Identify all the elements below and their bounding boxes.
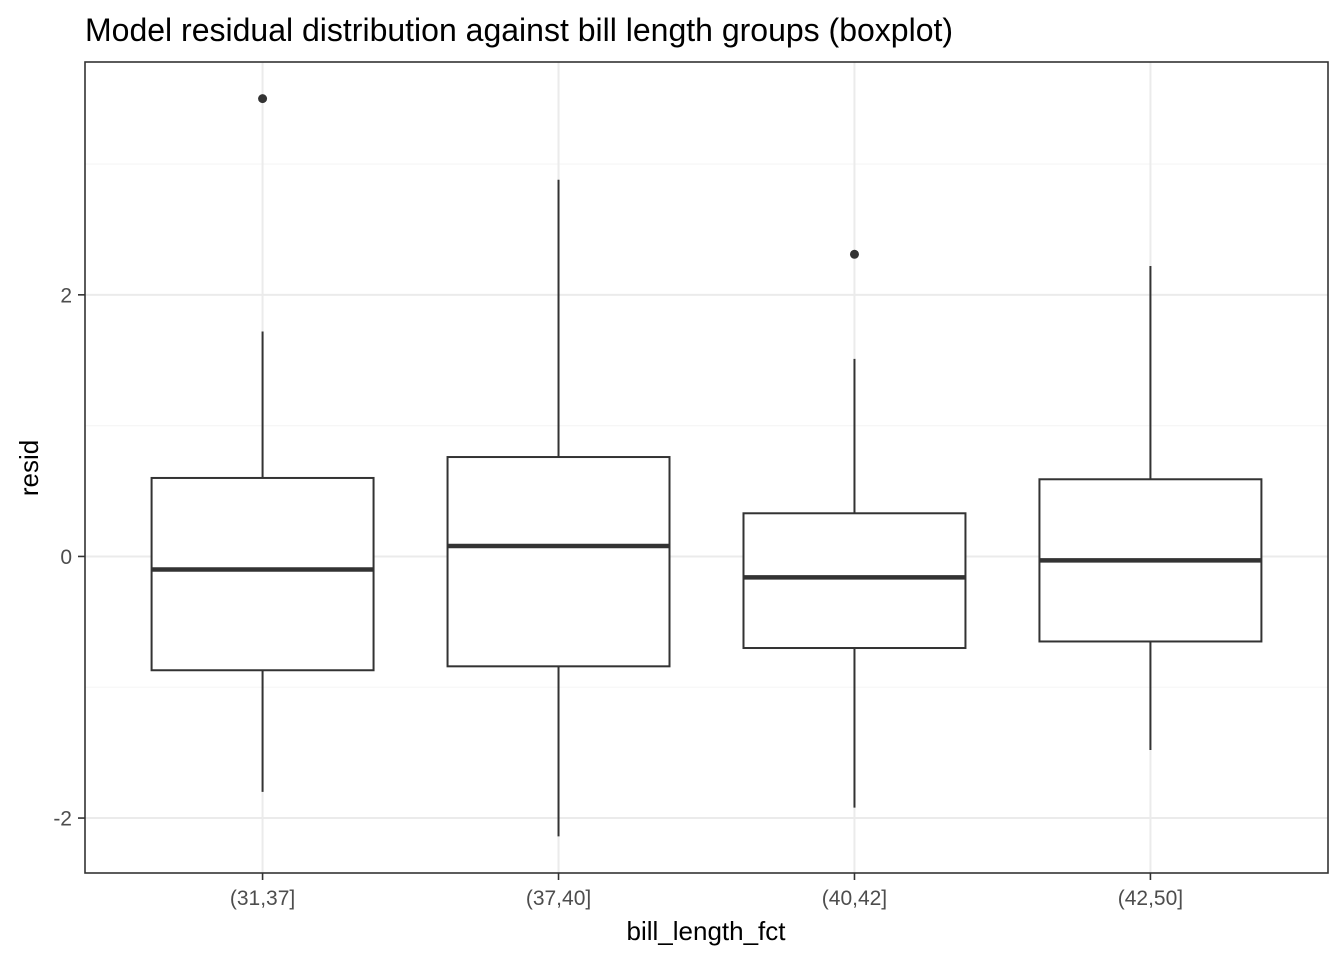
y-tick-label: 0 (60, 546, 72, 569)
x-tick-label: (31,37] (230, 887, 295, 910)
box-group (1038, 266, 1263, 751)
chart-title: Model residual distribution against bill… (85, 12, 953, 48)
y-tick-label: 2 (60, 284, 72, 307)
y-axis-title: resid (14, 440, 44, 496)
box-group (742, 249, 967, 808)
box-iqr (150, 476, 375, 672)
y-tick-label: -2 (53, 808, 72, 831)
x-tick-label: (42,50] (1118, 887, 1183, 910)
box-group (446, 179, 671, 837)
grid (85, 62, 1328, 873)
outlier-point (258, 94, 268, 104)
boxes (150, 94, 1263, 837)
panel-border (84, 61, 1329, 874)
panel-background (85, 62, 1328, 873)
x-axis-title: bill_length_fct (627, 916, 787, 946)
x-tick-label: (37,40] (526, 887, 591, 910)
outlier-point (849, 249, 859, 259)
box-iqr (742, 512, 967, 650)
x-tick-label: (40,42] (822, 887, 887, 910)
box-iqr (446, 456, 671, 668)
ticks: -2 0 2 (31,37] (37,40] (40,42] (42,50] (53, 284, 1183, 910)
box-group (150, 94, 375, 792)
